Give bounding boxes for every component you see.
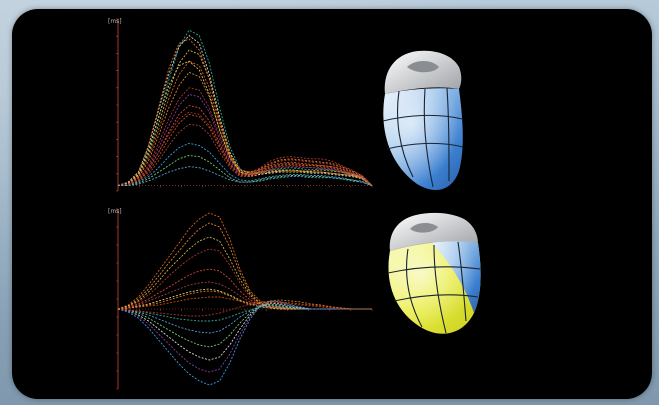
- bottom-chart: [ms]: [108, 208, 373, 390]
- heart-top-cap: [384, 50, 462, 94]
- series-line-2: [117, 222, 372, 310]
- chart-canvas: [ms] [ms]: [108, 18, 481, 390]
- heart-top-shine: [383, 88, 463, 191]
- series-line-8: [117, 60, 373, 186]
- series-line-1: [117, 212, 372, 310]
- top-chart: [ms]: [108, 18, 373, 192]
- chart-panel: [ms] [ms]: [12, 9, 652, 399]
- series-line-7: [117, 288, 372, 310]
- heart-top-grid: [382, 87, 464, 188]
- series-line-5: [117, 268, 372, 310]
- series-line-2: [117, 34, 373, 186]
- series-line-9: [117, 304, 372, 334]
- y-tick-label: [ms]: [108, 18, 122, 25]
- heart-bottom-cap: [389, 212, 478, 251]
- series-line-3: [117, 236, 372, 310]
- series-line-14: [117, 296, 372, 310]
- series-line-11: [117, 123, 373, 186]
- series-line-15: [117, 111, 373, 186]
- series-line-13: [117, 300, 372, 386]
- series-line-1: [117, 29, 373, 186]
- series-line-12: [117, 142, 373, 186]
- heart-bottom-grid: [387, 241, 481, 334]
- series-line-16: [118, 166, 373, 186]
- series-line-5: [117, 71, 373, 186]
- series-line-6: [117, 87, 373, 186]
- series-line-10: [117, 303, 372, 348]
- series-line-15: [117, 301, 372, 317]
- series-line-10: [117, 113, 373, 186]
- series-line-16: [117, 290, 372, 310]
- series-line-14: [117, 38, 373, 186]
- y-tick-label: [ms]: [108, 208, 122, 215]
- heart-bottom-shine: [388, 241, 481, 334]
- heart-top-cap-hollow: [407, 61, 439, 73]
- heart-model-bottom: [387, 212, 481, 334]
- series-line-6: [117, 281, 372, 310]
- heart-model-top: [382, 50, 464, 191]
- heart-bottom-cap-hollow: [410, 223, 438, 233]
- series-line-4: [117, 60, 373, 186]
- series-line-11: [117, 302, 372, 361]
- series-line-12: [117, 301, 372, 373]
